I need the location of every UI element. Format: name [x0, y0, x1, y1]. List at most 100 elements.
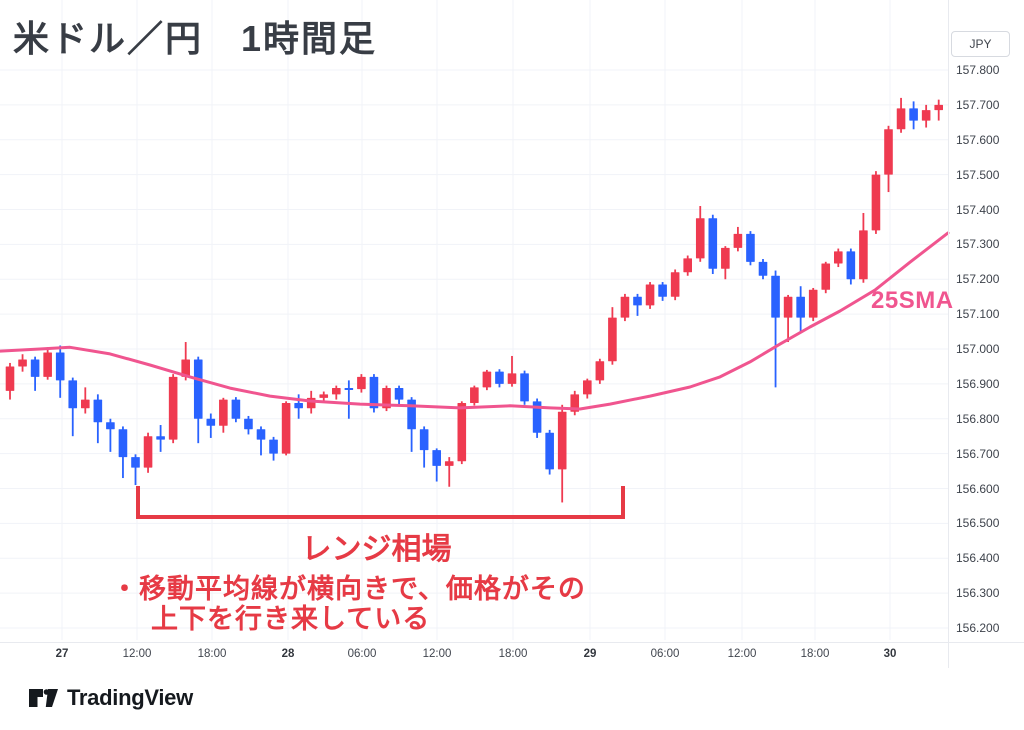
candle-body: [482, 371, 492, 388]
candle-body: [294, 403, 303, 409]
candle-body: [746, 233, 755, 262]
candle-wick: [260, 426, 262, 456]
candle-body: [432, 450, 441, 466]
candle-body: [419, 429, 429, 451]
candle-body: [181, 359, 190, 377]
time-axis-label: 12:00: [122, 648, 152, 660]
time-axis-label: 18:00: [197, 648, 227, 660]
candle-body: [256, 429, 266, 440]
time-axis-label: 18:00: [800, 648, 830, 660]
price-axis-label: 157.200: [956, 272, 1000, 287]
candle-body: [846, 251, 856, 280]
candle-body: [595, 361, 605, 381]
candle-body: [834, 251, 843, 264]
candle-body: [545, 432, 554, 470]
candle-body: [219, 399, 228, 426]
candle-body: [319, 394, 329, 398]
candle-body: [106, 422, 115, 430]
candle-body: [783, 296, 793, 318]
candle-body: [394, 388, 404, 400]
page-title: 米ドル／円 1時間足: [13, 18, 378, 59]
candle-body: [532, 401, 542, 433]
price-axis-label: 157.000: [956, 342, 1000, 356]
candle-wick: [511, 355, 513, 387]
candle-body: [683, 258, 692, 273]
price-axis-label: 156.500: [956, 516, 1000, 531]
candle-body: [68, 380, 78, 409]
candle-body: [934, 104, 943, 111]
time-axis-separator: [0, 642, 1024, 643]
candle-body: [808, 289, 818, 318]
candle-body: [118, 429, 128, 458]
price-axis-label: 156.900: [956, 376, 1000, 391]
candle-body: [658, 284, 667, 297]
candle-body: [871, 174, 881, 231]
time-axis-label: 12:00: [422, 648, 452, 660]
candle-wick: [347, 380, 350, 419]
candle-body: [55, 352, 65, 381]
candle-body: [470, 387, 479, 404]
candle-body: [143, 436, 153, 468]
candlestick-chart: [0, 0, 950, 640]
candle-body: [407, 399, 416, 430]
candle-body: [357, 376, 366, 390]
candle-body: [670, 272, 680, 297]
candle-wick: [774, 270, 777, 388]
candle-body: [93, 399, 103, 423]
candle-body: [244, 418, 253, 430]
candle-body: [81, 399, 90, 409]
price-axis-label: 156.800: [956, 411, 1000, 426]
candle-wick: [448, 457, 451, 487]
time-axis-label: 27: [55, 648, 69, 660]
time-axis-label: 12:00: [727, 648, 757, 660]
range-bracket: [136, 486, 625, 519]
candle-body: [633, 296, 642, 306]
time-axis-label: 06:00: [347, 648, 377, 660]
candle-body: [457, 403, 467, 462]
candle-body: [733, 233, 743, 248]
price-axis-label: 156.200: [956, 621, 1000, 635]
candle-body: [695, 218, 705, 259]
candle-body: [206, 418, 216, 426]
currency-badge: JPY: [951, 31, 1010, 57]
price-axis-label: 157.700: [956, 97, 1000, 112]
candle-body: [721, 247, 730, 269]
sma-line: [0, 231, 950, 411]
candle-body: [382, 388, 391, 409]
candle-body: [281, 403, 291, 454]
sma-label: 25SMA: [871, 287, 954, 314]
price-axis-label: 157.300: [956, 237, 1000, 252]
candle-body: [645, 284, 655, 306]
candle-body: [18, 359, 27, 367]
candle-body: [344, 388, 354, 391]
price-axis-label: 156.400: [956, 551, 1000, 566]
candle-body: [771, 275, 780, 318]
price-axis-label: 157.800: [956, 63, 1000, 77]
candle-body: [369, 376, 379, 409]
range-market-label: レンジ相場: [301, 533, 452, 566]
candle-body: [495, 371, 504, 384]
currency-badge-label: JPY: [969, 37, 992, 51]
annotation-note-line1: ・移動平均線が横向きで、価格がその: [111, 574, 586, 604]
annotation-note-line2: 上下を行き来している: [151, 604, 431, 634]
candle-body: [884, 129, 893, 175]
candle-body: [796, 296, 805, 318]
candle-body: [758, 261, 768, 276]
time-axis-label: 30: [883, 648, 897, 660]
candle-body: [231, 399, 241, 419]
time-axis-label: 18:00: [498, 648, 528, 660]
tradingview-logo: TradingView: [28, 685, 193, 711]
price-axis-label: 157.100: [956, 307, 1000, 322]
candle-wick: [787, 294, 789, 343]
time-axis-label: 06:00: [650, 648, 680, 660]
candle-body: [557, 411, 567, 470]
candle-body: [5, 366, 15, 391]
tradingview-logo-icon: [29, 689, 58, 707]
candle-body: [583, 380, 592, 395]
tradingview-logo-text: TradingView: [67, 685, 193, 710]
candle-body: [821, 263, 831, 290]
candle-body: [909, 108, 918, 121]
candle-body: [193, 359, 203, 419]
candle-body: [859, 230, 868, 280]
